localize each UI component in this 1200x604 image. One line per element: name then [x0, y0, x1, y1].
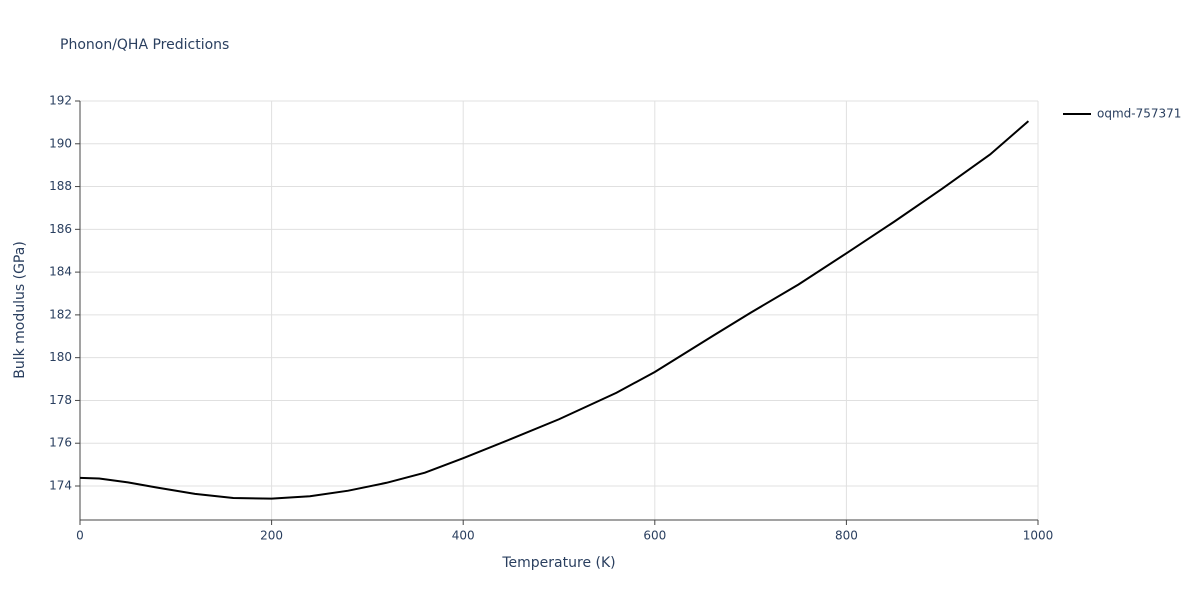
- x-tick-label: 0: [76, 529, 84, 543]
- y-tick-label: 180: [49, 350, 72, 364]
- x-tick-label: 400: [452, 529, 475, 543]
- y-tick-label: 178: [49, 393, 72, 407]
- y-axis-label: Bulk modulus (GPa): [12, 241, 28, 379]
- x-axis-label: Temperature (K): [501, 555, 615, 571]
- y-tick-label: 190: [49, 136, 72, 150]
- y-tick-label: 182: [49, 307, 72, 321]
- x-tick-label: 600: [643, 529, 666, 543]
- line: [79, 120, 1030, 500]
- chart-title: Phonon/QHA Predictions: [60, 37, 229, 53]
- legend-label: oqmd-757371: [1097, 107, 1181, 121]
- y-tick-label: 176: [49, 436, 72, 450]
- y-tick-label: 184: [49, 265, 72, 279]
- x-tick-label: 200: [260, 529, 283, 543]
- x-tick-label: 800: [835, 529, 858, 543]
- x-tick-label: 1000: [1023, 529, 1054, 543]
- y-tick-label: 192: [49, 94, 72, 108]
- y-tick-label: 174: [49, 478, 72, 492]
- y-tick-label: 188: [49, 179, 72, 193]
- y-tick-label: 186: [49, 222, 72, 236]
